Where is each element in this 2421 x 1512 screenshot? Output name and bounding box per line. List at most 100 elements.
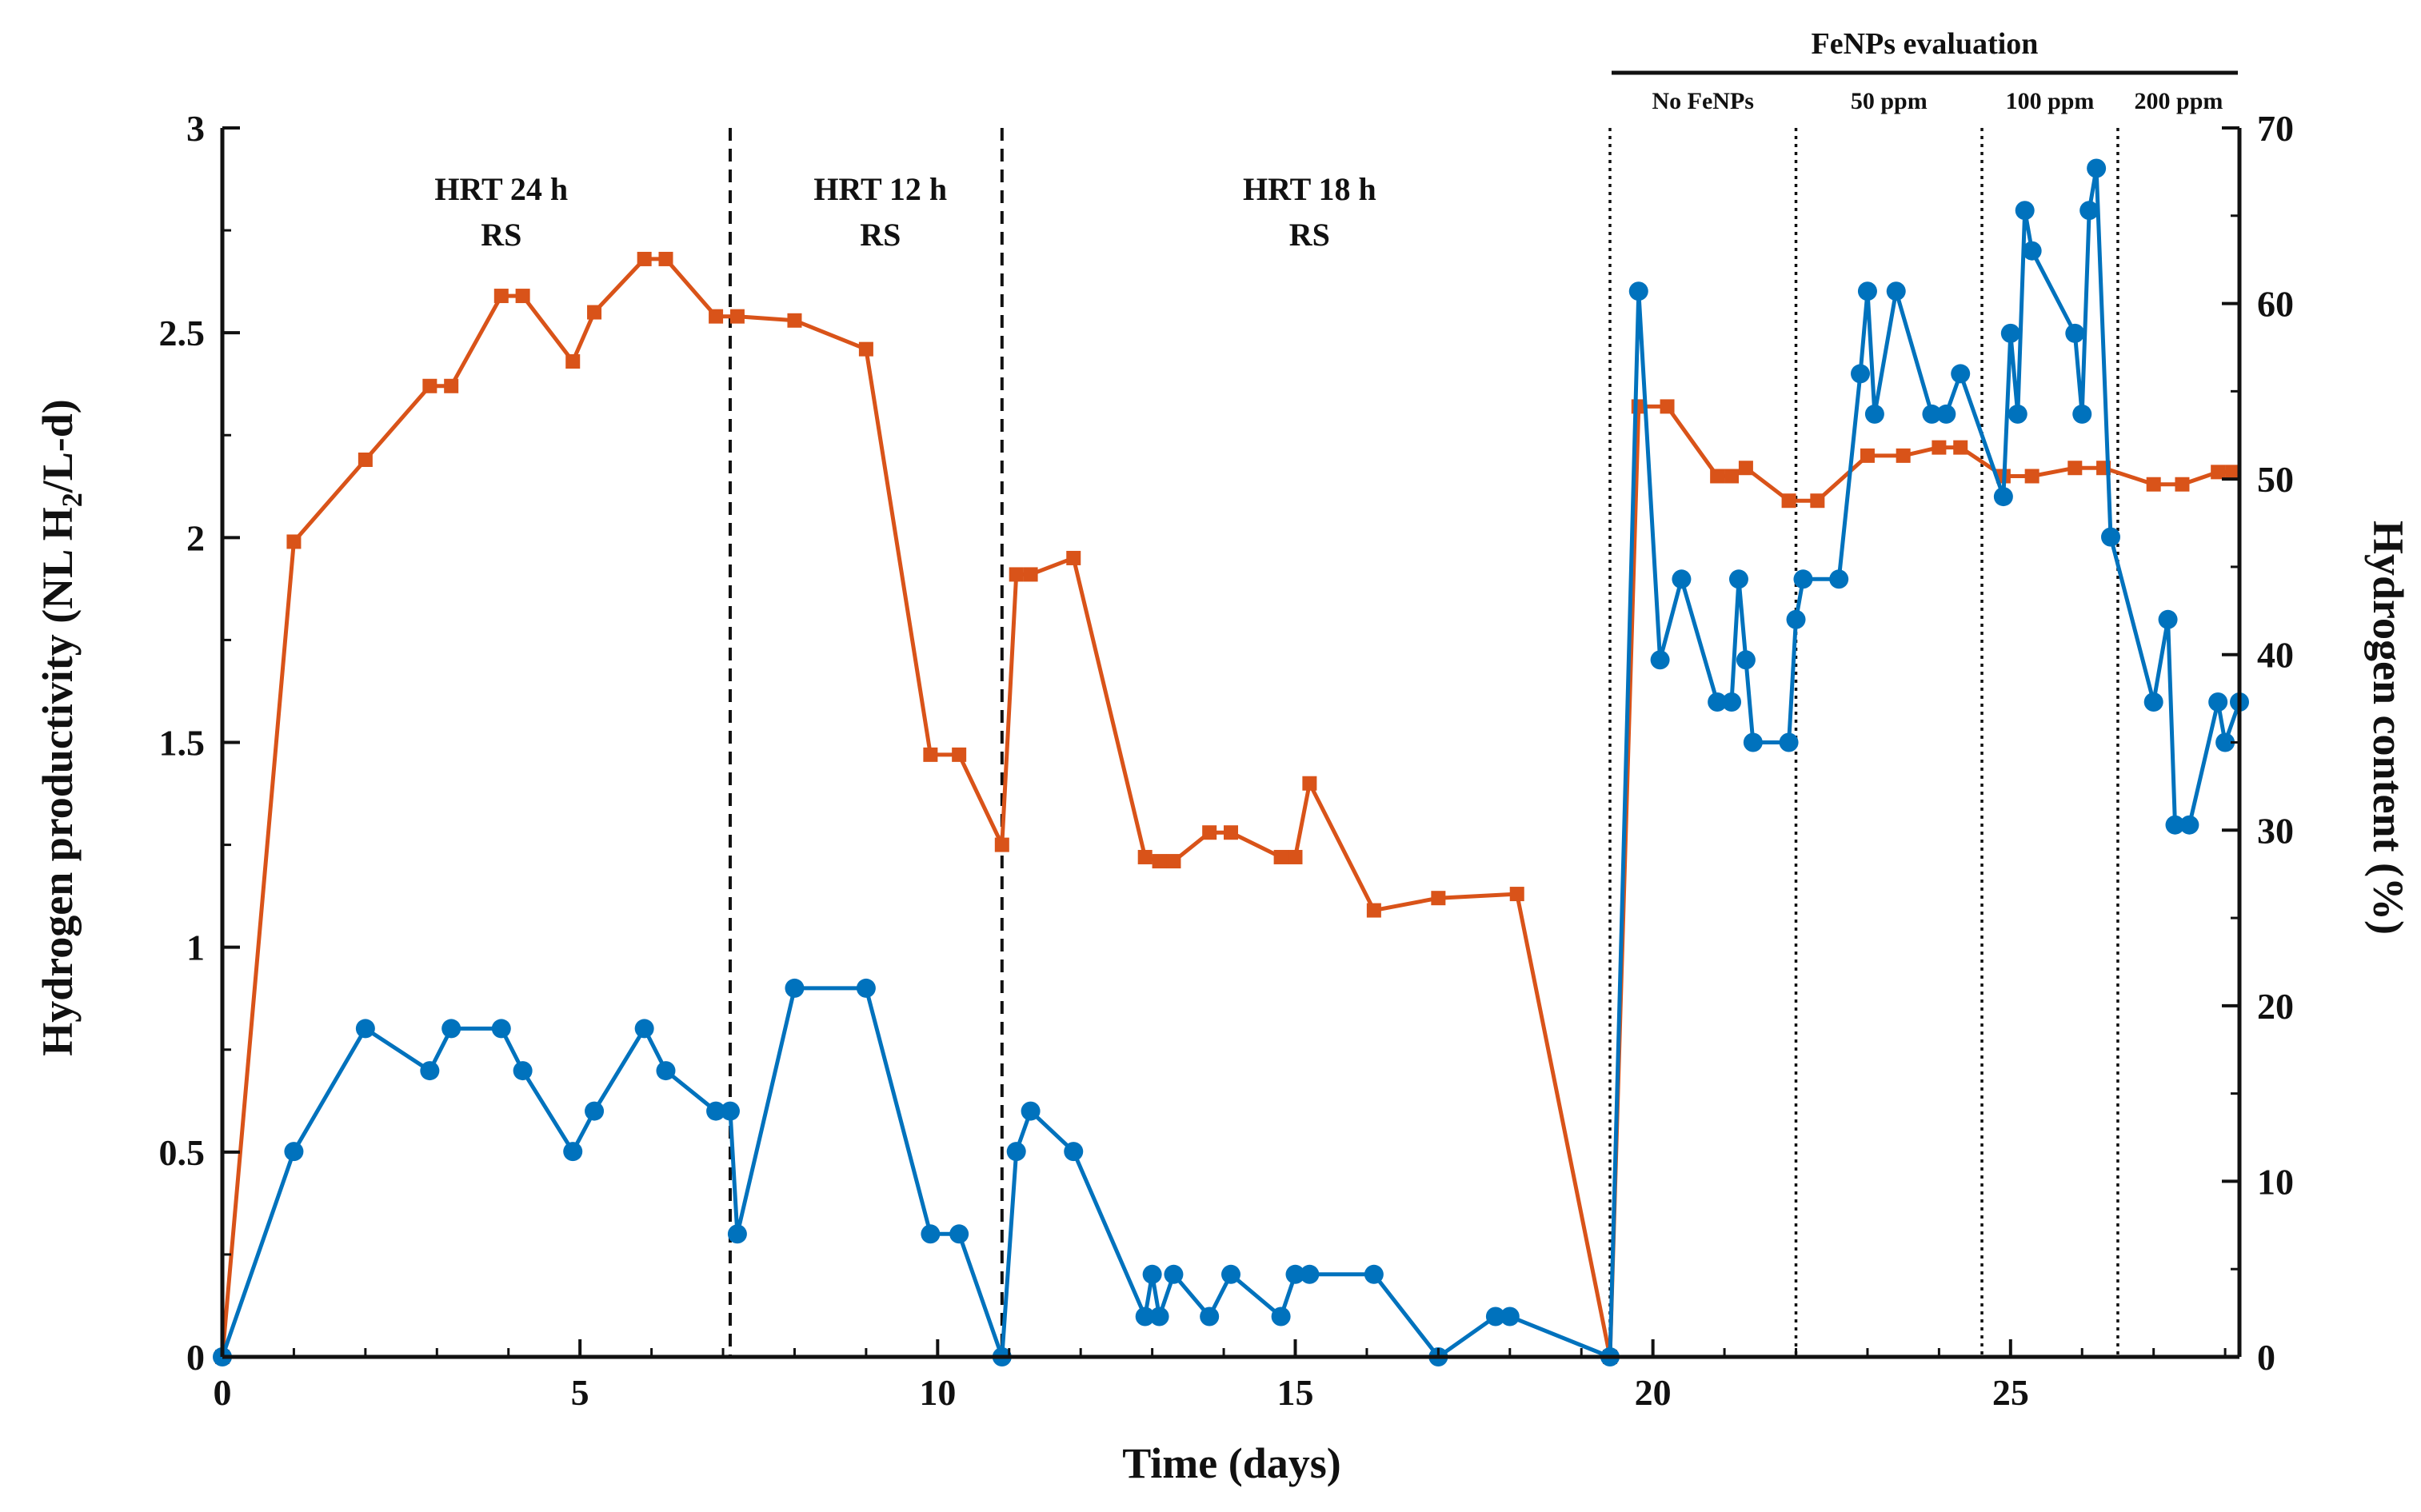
content-point bbox=[1300, 1264, 1320, 1284]
content-point bbox=[420, 1061, 440, 1081]
productivity-point bbox=[1431, 891, 1446, 906]
content-point bbox=[1951, 364, 1971, 384]
y-axis-left-title: Hydrogen productivity (NL H2/L-d) bbox=[34, 399, 88, 1056]
y-right-tick-label: 30 bbox=[2257, 810, 2294, 851]
productivity-point bbox=[1738, 461, 1753, 476]
productivity-point bbox=[286, 534, 302, 549]
y-right-tick-label: 20 bbox=[2257, 986, 2294, 1027]
productivity-point bbox=[1366, 903, 1381, 918]
productivity-series-line bbox=[220, 257, 2233, 1359]
hrt-annotation-2-line-2: RS bbox=[860, 217, 901, 253]
content-point bbox=[513, 1061, 533, 1081]
fenps-phase-label-2: 50 ppm bbox=[1851, 88, 1928, 114]
y-left-tick-label: 1 bbox=[186, 928, 205, 968]
productivity-point bbox=[1810, 493, 1825, 509]
y-left-tick-label: 2.5 bbox=[159, 313, 206, 353]
content-point bbox=[1736, 650, 1756, 670]
content-point bbox=[1200, 1307, 1220, 1326]
content-point bbox=[1021, 1101, 1041, 1121]
productivity-point bbox=[1953, 440, 1968, 455]
hrt-annotation-3-line-2: RS bbox=[1289, 217, 1330, 253]
y-right-tick-label: 40 bbox=[2257, 635, 2294, 676]
hrt-annotation-2-line-1: HRT 12 h bbox=[813, 171, 947, 207]
content-point bbox=[1864, 404, 1884, 424]
content-point bbox=[656, 1061, 676, 1081]
content-point bbox=[785, 978, 805, 998]
productivity-point bbox=[1781, 493, 1796, 509]
content-point bbox=[2179, 815, 2199, 835]
y-left-tick-label: 3 bbox=[186, 108, 205, 149]
content-point bbox=[2158, 609, 2178, 629]
content-point bbox=[441, 1019, 461, 1039]
productivity-point bbox=[1509, 887, 1524, 902]
productivity-point bbox=[2211, 465, 2226, 480]
productivity-point bbox=[515, 289, 530, 304]
productivity-point bbox=[923, 747, 938, 762]
content-point bbox=[1672, 569, 1692, 589]
content-point bbox=[1722, 692, 1742, 712]
hrt-annotation-3-line-1: HRT 18 h bbox=[1243, 171, 1376, 207]
content-point bbox=[2215, 732, 2235, 752]
productivity-point bbox=[1023, 567, 1038, 582]
productivity-point bbox=[358, 452, 373, 467]
content-point bbox=[727, 1224, 747, 1244]
y-left-tick-label: 1.5 bbox=[159, 723, 206, 764]
productivity-point bbox=[1660, 399, 1675, 414]
productivity-point bbox=[1066, 550, 1081, 565]
fenps-phase-label-3: 100 ppm bbox=[2006, 88, 2095, 114]
y-axis-left-title-part-1: Hydrogen productivity (NL H bbox=[34, 507, 82, 1056]
x-tick-label: 15 bbox=[1276, 1372, 1313, 1413]
content-point bbox=[1500, 1307, 1520, 1326]
content-point bbox=[1135, 1307, 1155, 1326]
y-right-tick-label: 70 bbox=[2257, 108, 2294, 149]
x-tick-label: 10 bbox=[919, 1372, 956, 1413]
productivity-point bbox=[2067, 461, 2083, 476]
productivity-point bbox=[1896, 448, 1911, 463]
x-tick-label: 25 bbox=[1992, 1372, 2029, 1413]
x-tick-label: 0 bbox=[214, 1372, 232, 1413]
productivity-point bbox=[1273, 849, 1288, 864]
content-point bbox=[1285, 1264, 1305, 1284]
y-right-tick-label: 50 bbox=[2257, 459, 2294, 500]
content-point bbox=[491, 1019, 511, 1039]
content-point bbox=[1922, 404, 1942, 424]
y-right-tick-label: 60 bbox=[2257, 284, 2294, 325]
content-point bbox=[355, 1019, 375, 1039]
content-point bbox=[1886, 281, 1906, 301]
content-point bbox=[1364, 1264, 1384, 1284]
phase-dividers bbox=[728, 128, 2119, 1357]
productivity-point bbox=[1166, 854, 1181, 869]
hrt-annotation-1-line-2: RS bbox=[481, 217, 521, 253]
productivity-point bbox=[587, 305, 602, 320]
content-point bbox=[706, 1101, 726, 1121]
productivity-point bbox=[709, 309, 724, 324]
productivity-point bbox=[1152, 854, 1167, 869]
productivity-point bbox=[2024, 469, 2039, 484]
content-point bbox=[1936, 404, 1956, 424]
content-point bbox=[2065, 323, 2085, 343]
annotations: HRT 24 h RS HRT 12 h RS HRT 18 h RS FeNPs eval… bbox=[434, 27, 2238, 253]
productivity-point bbox=[2175, 477, 2190, 492]
productivity-point bbox=[994, 837, 1009, 852]
productivity-point bbox=[1224, 825, 1238, 840]
content-point bbox=[2072, 404, 2092, 424]
content-point bbox=[856, 978, 876, 998]
productivity-point bbox=[787, 313, 802, 328]
productivity-point bbox=[1724, 469, 1740, 484]
content-point bbox=[2208, 692, 2228, 712]
content-point bbox=[1164, 1264, 1184, 1284]
hrt-annotation-1-line-1: HRT 24 h bbox=[434, 171, 568, 207]
content-point bbox=[1851, 364, 1871, 384]
content-point bbox=[1650, 650, 1670, 670]
y-left-tick-label: 0 bbox=[186, 1337, 205, 1378]
content-point bbox=[634, 1019, 654, 1039]
content-point bbox=[1728, 569, 1748, 589]
content-point bbox=[1829, 569, 1849, 589]
content-point bbox=[720, 1101, 740, 1121]
y-axis-left-title-part-3: /L-d) bbox=[34, 399, 82, 493]
content-point bbox=[2087, 158, 2107, 178]
x-tick-label: 20 bbox=[1635, 1372, 1672, 1413]
productivity-point bbox=[2146, 477, 2161, 492]
